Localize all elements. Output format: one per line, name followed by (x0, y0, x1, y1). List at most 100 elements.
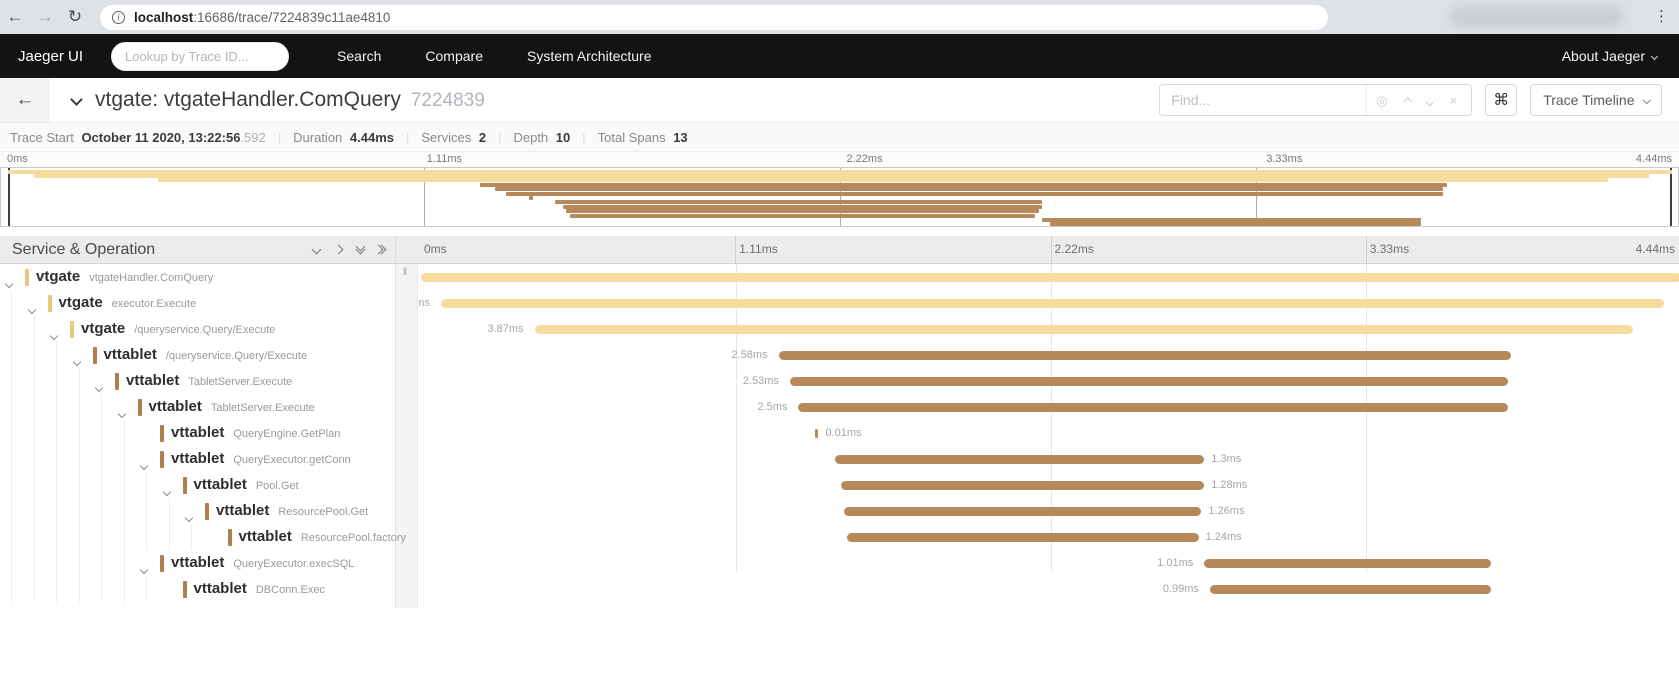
collapse-trace-chevron[interactable] (70, 91, 83, 109)
span-duration-label: 3.87ms (487, 323, 524, 335)
span-duration-bar[interactable] (1209, 584, 1491, 594)
span-row[interactable]: vttablet TabletServer.Execute 2.53ms (0, 368, 1679, 394)
indent-guide (56, 498, 57, 524)
indent-guide (33, 316, 35, 342)
ruler-tick-label: 2.22ms (1054, 242, 1094, 256)
nav-items: Search Compare System Architecture (337, 48, 695, 64)
span-duration-bar[interactable] (843, 506, 1202, 516)
indent-guide (11, 576, 12, 602)
span-row[interactable]: vttablet ResourcePool.Get 1.26ms (0, 498, 1679, 524)
next-result-icon[interactable] (1425, 94, 1434, 107)
span-row[interactable]: vttablet DBConn.Exec 0.99ms (0, 576, 1679, 602)
span-duration-label: 1.3ms (1211, 453, 1242, 465)
service-color-chip (227, 528, 232, 546)
minimap-span-bar (562, 204, 1043, 209)
trace-lookup-input[interactable] (111, 41, 290, 71)
indent-guide (191, 524, 192, 550)
column-resizer[interactable] (395, 264, 418, 608)
span-service-name: vttablet QueryEngine.GetPlan (171, 424, 341, 441)
span-duration-bar[interactable] (1204, 558, 1491, 568)
site-info-icon[interactable]: i (112, 11, 125, 24)
span-row[interactable]: vttablet/queryservice.Query/Execute 2.58m… (0, 342, 1679, 368)
indent-guide (11, 368, 12, 394)
expand-one-icon[interactable] (333, 244, 344, 255)
span-timeline-cell[interactable]: 1.01ms (419, 550, 1679, 576)
about-jaeger-menu[interactable]: About Jaeger (1562, 48, 1659, 64)
minimap-span-bar (480, 182, 1448, 187)
span-duration-bar[interactable] (440, 298, 1664, 308)
span-row[interactable]: vttablet QueryEngine.GetPlan 0.01ms (0, 420, 1679, 446)
prev-result-icon[interactable] (1403, 94, 1412, 107)
browser-menu-icon[interactable]: ⋮ (1654, 8, 1669, 25)
span-duration-bar[interactable] (841, 480, 1205, 490)
span-duration-label: 1.28ms (1211, 479, 1248, 491)
span-row[interactable]: vttablet QueryExecutor.getConn 1.3ms (0, 446, 1679, 472)
service-color-chip (70, 320, 74, 338)
span-row[interactable]: vttablet QueryExecutor.execSQL 1.01ms (0, 550, 1679, 576)
span-timeline-cell[interactable]: 1.28ms (419, 472, 1679, 498)
address-bar[interactable]: i localhost:16686/trace/7224839c11ae4810 (100, 5, 1328, 30)
span-duration-bar[interactable] (789, 376, 1508, 386)
indent-guide (168, 498, 170, 524)
nav-item-system-architecture[interactable]: System Architecture (527, 48, 652, 64)
service-color-chip (160, 424, 164, 442)
span-duration-label: 2.58ms (731, 349, 768, 361)
indent-guide (101, 420, 102, 446)
span-timeline-cell[interactable]: 3.87ms (419, 316, 1679, 342)
span-duration-bar[interactable] (846, 532, 1199, 542)
indent-guide (11, 420, 12, 446)
minimap-right-handle[interactable] (1670, 168, 1672, 226)
browser-reload-icon[interactable]: ↻ (67, 7, 83, 26)
span-timeline-cell[interactable]: 1.3ms (419, 446, 1679, 472)
span-duration-bar[interactable] (835, 454, 1205, 464)
ruler-tick (735, 236, 737, 263)
minimap-gridline (424, 168, 425, 226)
span-duration-bar[interactable] (815, 428, 819, 438)
trace-view-selector[interactable]: Trace Timeline (1530, 84, 1662, 116)
jaeger-brand[interactable]: Jaeger UI (18, 47, 84, 65)
nav-item-compare[interactable]: Compare (425, 48, 483, 64)
clear-find-icon[interactable]: × (1449, 92, 1458, 108)
span-duration-bar[interactable] (421, 272, 1679, 282)
timeline-grid-header: Service & Operation 0ms 1.11ms 2.22ms 3.33m… (0, 236, 1679, 264)
span-row[interactable]: vtgate vtgateHandler.ComQuery (0, 264, 1679, 290)
minimap-left-handle[interactable] (8, 168, 10, 226)
span-duration-bar[interactable] (798, 402, 1508, 412)
span-duration-bar[interactable] (534, 324, 1633, 334)
expand-all-icon[interactable] (373, 244, 387, 255)
indent-guide (11, 524, 12, 550)
span-timeline-cell[interactable]: 2.58ms (419, 342, 1679, 368)
find-input[interactable] (1160, 85, 1366, 115)
collapse-one-icon[interactable] (311, 244, 322, 255)
span-timeline-cell[interactable]: 0.01ms (419, 420, 1679, 446)
browser-forward-icon[interactable]: → (36, 7, 54, 26)
span-row[interactable]: vttablet Pool.Get 1.28ms (0, 472, 1679, 498)
column-resizer-grip[interactable]: ‖ (403, 267, 409, 278)
span-timeline-cell[interactable]: 2.53ms (419, 368, 1679, 394)
indent-guide (11, 550, 12, 576)
browser-back-icon[interactable]: ← (6, 7, 24, 26)
span-row[interactable]: vttablet TabletServer.Execute 2.5ms (0, 394, 1679, 420)
indent-guide (78, 472, 80, 498)
service-operation-header: Service & Operation (0, 236, 395, 263)
collapse-all-icon[interactable] (355, 241, 366, 254)
span-timeline-cell[interactable]: 4.31ms (419, 290, 1679, 316)
keyboard-shortcuts-button[interactable]: ⌘ (1485, 84, 1518, 116)
span-row[interactable]: vtgate/queryservice.Query/Execute 3.87ms (0, 316, 1679, 342)
span-timeline-cell[interactable]: 2.5ms (419, 394, 1679, 420)
span-timeline-cell[interactable]: 1.24ms (419, 524, 1679, 550)
locate-span-icon[interactable]: ◎ (1376, 92, 1388, 108)
ruler-tick-label: 3.33ms (1369, 242, 1410, 256)
nav-item-search[interactable]: Search (337, 48, 382, 64)
column-resizer-header[interactable] (395, 236, 418, 263)
minimap-tick-label: 3.33ms (1266, 153, 1303, 165)
span-timeline-cell[interactable]: 0.99ms (419, 576, 1679, 602)
span-timeline-cell[interactable]: 1.26ms (419, 498, 1679, 524)
span-timeline-cell[interactable] (419, 264, 1679, 290)
span-duration-bar[interactable] (778, 350, 1511, 360)
trace-minimap[interactable] (0, 167, 1679, 227)
back-button[interactable]: ← (0, 78, 50, 122)
span-row[interactable]: vttablet ResourcePool.factory 1.24ms (0, 524, 1679, 550)
indent-guide (33, 342, 35, 368)
